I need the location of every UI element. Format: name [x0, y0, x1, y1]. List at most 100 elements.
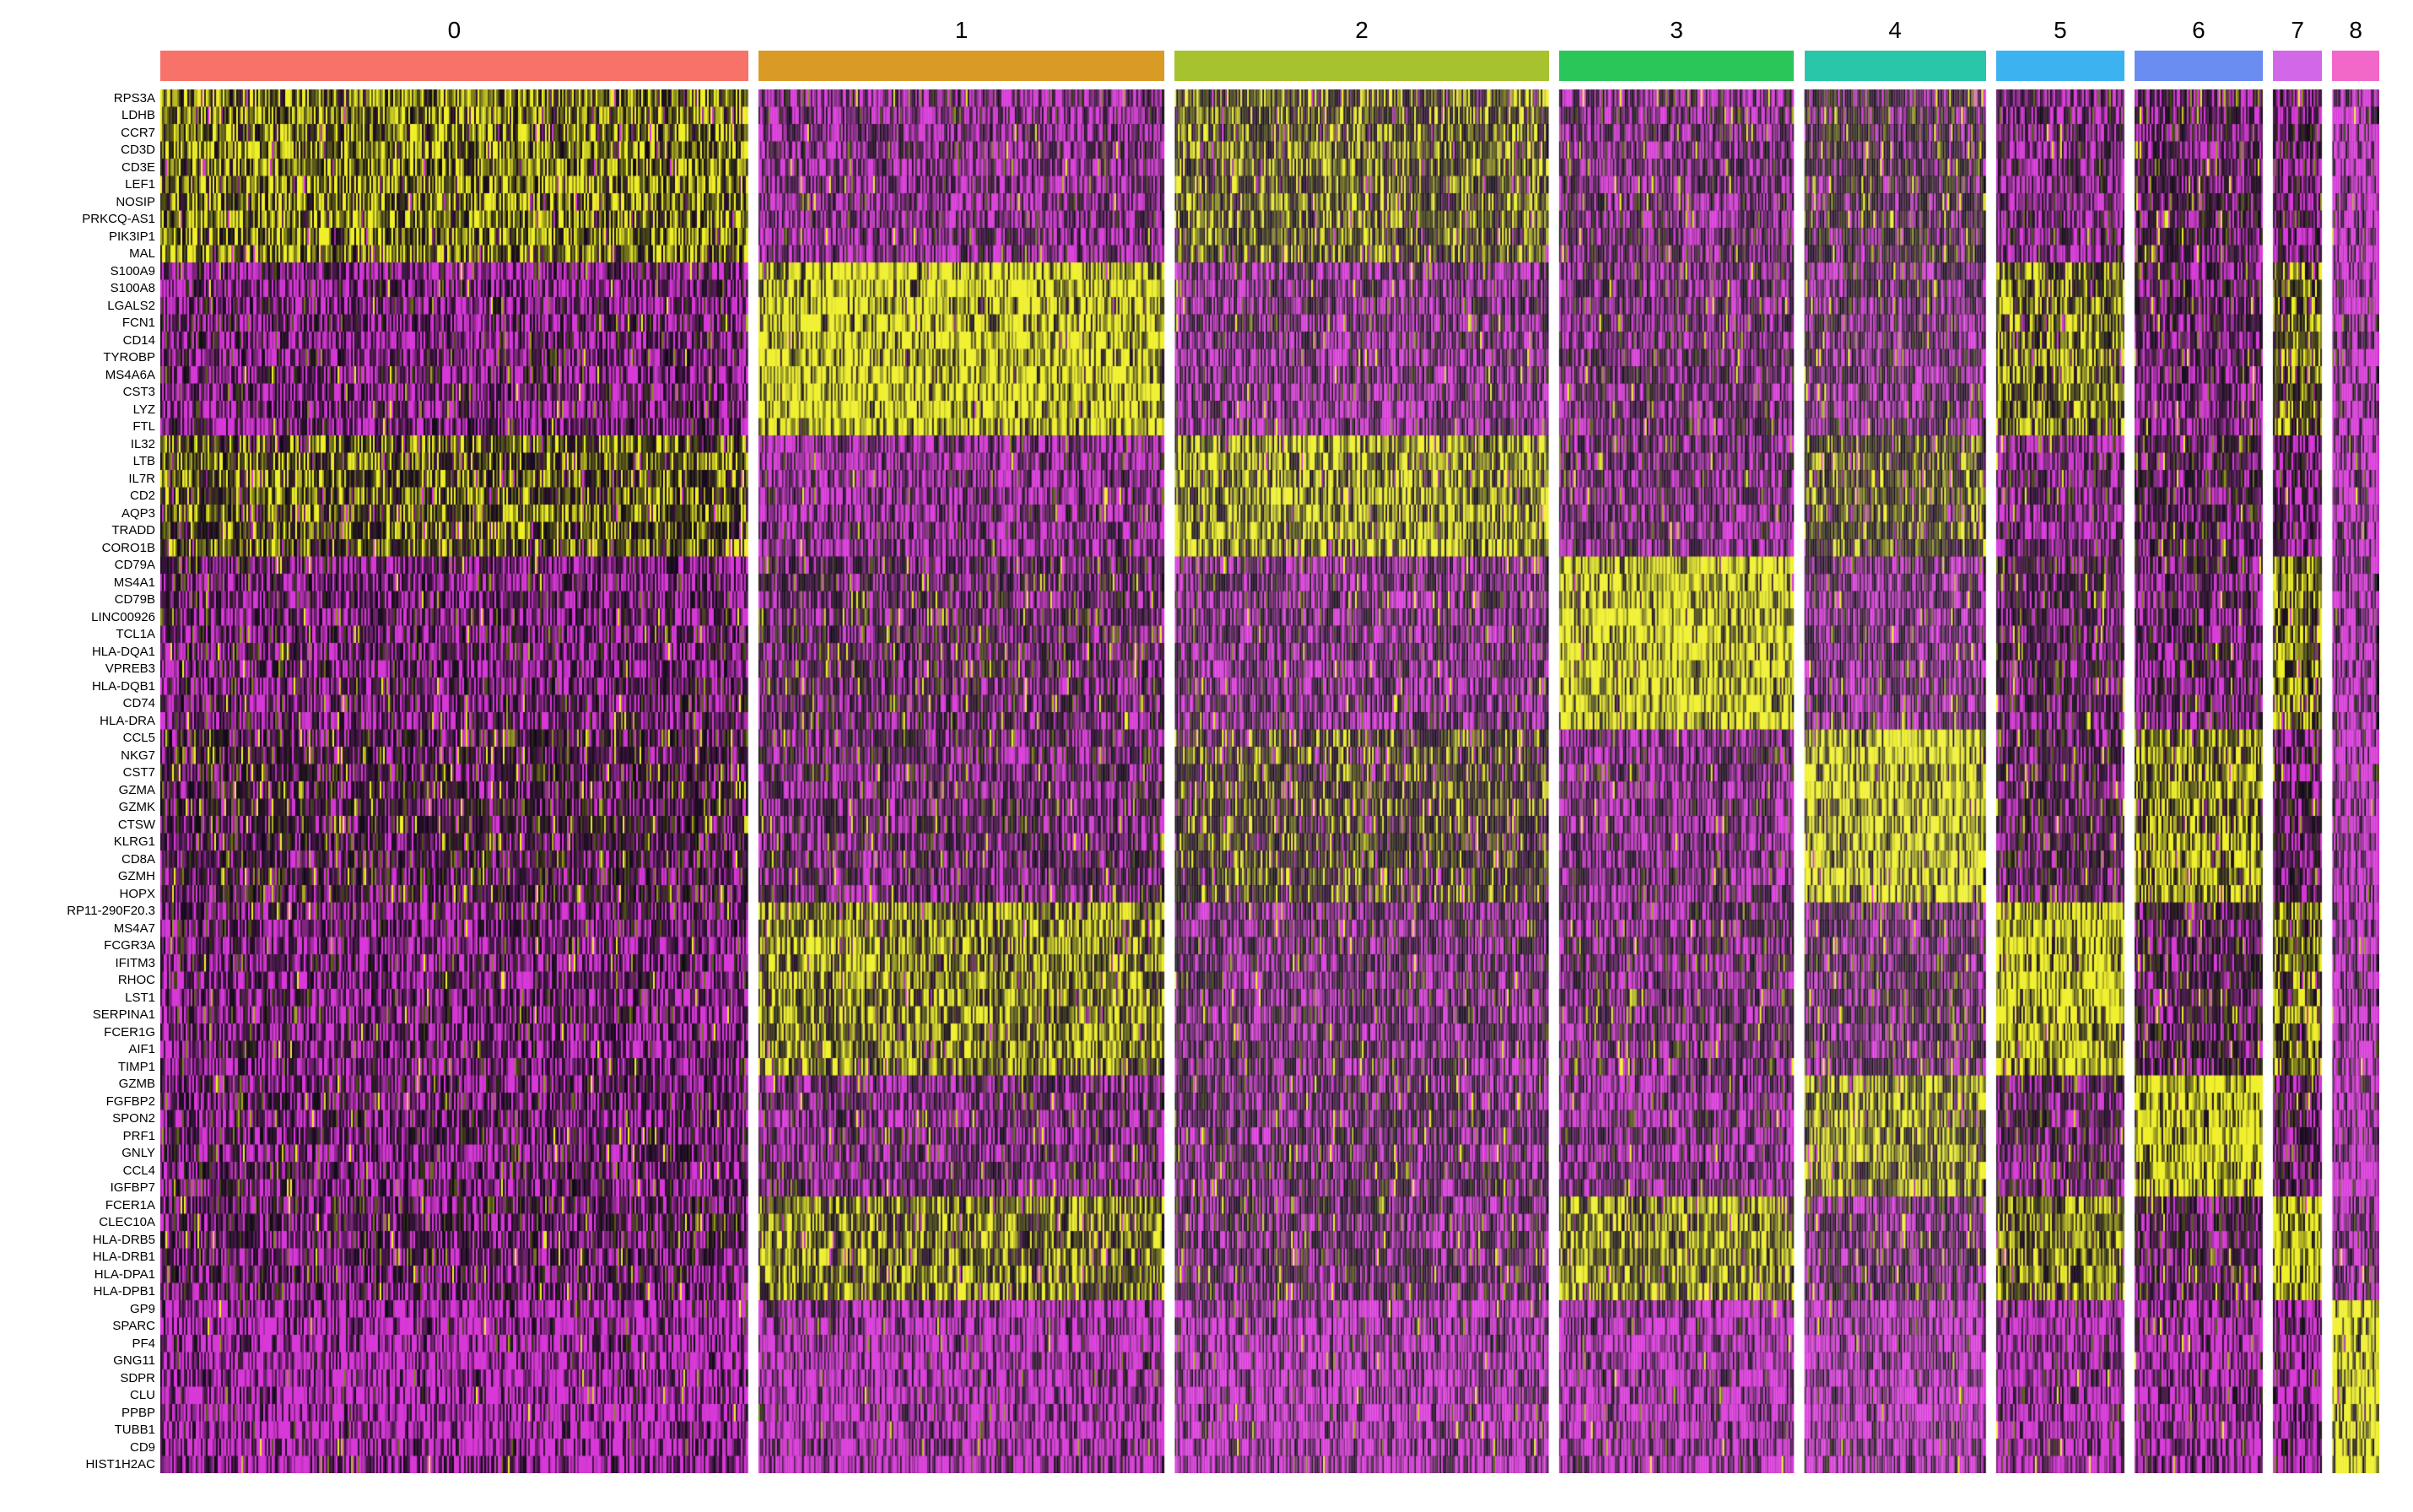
gene-label: IL7R [17, 470, 160, 488]
heatmap-body [160, 89, 2379, 1473]
cluster-color-bar [1805, 51, 1986, 81]
gene-label: GZMK [17, 799, 160, 817]
cluster-label: 5 [2054, 17, 2067, 44]
gene-label: LTB [17, 453, 160, 471]
gene-label: NOSIP [17, 193, 160, 211]
gene-label: S100A9 [17, 262, 160, 280]
gene-label: CLU [17, 1387, 160, 1405]
cluster-color-bars [160, 51, 2379, 84]
gene-label: LYZ [17, 401, 160, 418]
gene-label: IGFBP7 [17, 1180, 160, 1197]
heatmap-figure: 0 1 2 3 4 5 6 7 8 RPS3ALDHBCCR7CD3DCD3ELEF1NOSIP… [17, 17, 2396, 1473]
gene-label: CORO1B [17, 539, 160, 557]
gene-label: CD14 [17, 332, 160, 349]
gene-label: RPS3A [17, 89, 160, 107]
gene-label: LEF1 [17, 176, 160, 194]
gene-label: GNLY [17, 1145, 160, 1163]
gene-label: S100A8 [17, 280, 160, 298]
gene-label: PIK3IP1 [17, 228, 160, 246]
gene-label: MS4A7 [17, 920, 160, 937]
gene-label: AIF1 [17, 1041, 160, 1059]
gene-label: CCR7 [17, 124, 160, 142]
gene-label: HLA-DRB5 [17, 1231, 160, 1249]
gene-label: CD3E [17, 159, 160, 176]
gene-label: GP9 [17, 1300, 160, 1318]
cluster-label: 8 [2349, 17, 2362, 44]
gene-label: CST3 [17, 384, 160, 402]
cluster-label: 0 [448, 17, 462, 44]
gene-label: LGALS2 [17, 297, 160, 315]
gene-label: SPARC [17, 1318, 160, 1336]
gene-label: TYROBP [17, 349, 160, 367]
gene-label: CD9 [17, 1439, 160, 1456]
gene-label: LDHB [17, 107, 160, 125]
gene-label: NKG7 [17, 747, 160, 764]
gene-label: AQP3 [17, 505, 160, 522]
gene-label: PPBP [17, 1404, 160, 1422]
gene-label: FCN1 [17, 315, 160, 332]
cluster-label: 3 [1670, 17, 1683, 44]
gene-label: GZMH [17, 868, 160, 886]
heatmap-canvas [160, 89, 2379, 1473]
gene-label: CLEC10A [17, 1214, 160, 1232]
gene-label: CD3D [17, 142, 160, 159]
cluster-color-bar [758, 51, 1164, 81]
gene-label: VPREB3 [17, 661, 160, 678]
gene-label: PRKCQ-AS1 [17, 211, 160, 229]
cluster-label: 7 [2291, 17, 2304, 44]
gene-label: KLRG1 [17, 834, 160, 851]
cluster-label: 6 [2192, 17, 2205, 44]
cluster-label: 1 [955, 17, 969, 44]
cluster-color-bar [1996, 51, 2124, 81]
gene-label: HIST1H2AC [17, 1456, 160, 1474]
heatmap-area: RPS3ALDHBCCR7CD3DCD3ELEF1NOSIPPRKCQ-AS1P… [17, 89, 2396, 1473]
gene-labels-column: RPS3ALDHBCCR7CD3DCD3ELEF1NOSIPPRKCQ-AS1P… [17, 89, 160, 1473]
gene-label: CD79B [17, 591, 160, 609]
cluster-color-bar [2273, 51, 2322, 81]
gene-label: FTL [17, 418, 160, 436]
gene-label: GZMB [17, 1076, 160, 1094]
gene-label: LINC00926 [17, 608, 160, 626]
gene-label: LST1 [17, 989, 160, 1007]
gene-label: SDPR [17, 1369, 160, 1387]
gene-label: MS4A6A [17, 366, 160, 384]
cluster-color-bar [2135, 51, 2263, 81]
gene-label: MS4A1 [17, 574, 160, 591]
gene-label: GZMA [17, 781, 160, 799]
gene-label: IFITM3 [17, 954, 160, 972]
gene-label: CD79A [17, 557, 160, 575]
gene-label: HLA-DPB1 [17, 1283, 160, 1301]
gene-label: RP11-290F20.3 [17, 903, 160, 921]
gene-label: TRADD [17, 522, 160, 540]
gene-label: PRF1 [17, 1127, 160, 1145]
gene-label: FCGR3A [17, 937, 160, 955]
cluster-color-bar [2332, 51, 2379, 81]
gene-label: TIMP1 [17, 1058, 160, 1076]
gene-label: CD8A [17, 850, 160, 868]
gene-label: CD74 [17, 695, 160, 713]
gene-label: HLA-DQB1 [17, 678, 160, 695]
gene-label: CTSW [17, 816, 160, 834]
gene-label: CCL5 [17, 730, 160, 748]
gene-label: TUBB1 [17, 1422, 160, 1439]
gene-label: GNG11 [17, 1353, 160, 1370]
gene-label: FCER1A [17, 1196, 160, 1214]
gene-label: TCL1A [17, 626, 160, 644]
gene-label: FCER1G [17, 1023, 160, 1041]
gene-label: IL32 [17, 435, 160, 453]
gene-label: HOPX [17, 885, 160, 903]
gene-label: CST7 [17, 764, 160, 782]
gene-label: HLA-DPA1 [17, 1266, 160, 1283]
gene-label: RHOC [17, 972, 160, 990]
cluster-label: 2 [1355, 17, 1368, 44]
cluster-label: 4 [1888, 17, 1902, 44]
gene-label: CD2 [17, 488, 160, 505]
gene-label: FGFBP2 [17, 1093, 160, 1110]
gene-label: PF4 [17, 1335, 160, 1353]
gene-label: SPON2 [17, 1110, 160, 1128]
gene-label: SERPINA1 [17, 1007, 160, 1024]
gene-label: HLA-DRA [17, 712, 160, 730]
gene-label: MAL [17, 246, 160, 263]
cluster-color-bar [160, 51, 748, 81]
cluster-labels-row: 0 1 2 3 4 5 6 7 8 [160, 17, 2379, 51]
